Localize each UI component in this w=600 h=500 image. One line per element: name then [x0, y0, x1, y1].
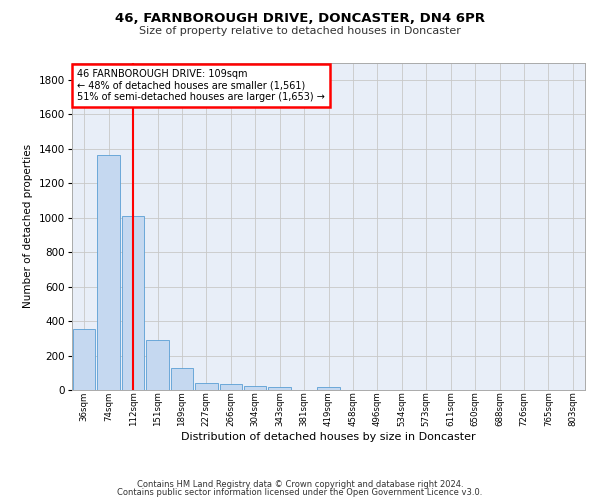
Bar: [73, 329, 95, 390]
Text: Contains public sector information licensed under the Open Government Licence v3: Contains public sector information licen…: [118, 488, 482, 497]
Bar: [122, 216, 145, 390]
Text: Size of property relative to detached houses in Doncaster: Size of property relative to detached ho…: [139, 26, 461, 36]
Bar: [244, 386, 266, 390]
Y-axis label: Number of detached properties: Number of detached properties: [23, 144, 33, 308]
Bar: [146, 340, 169, 390]
Bar: [268, 386, 291, 390]
X-axis label: Distribution of detached houses by size in Doncaster: Distribution of detached houses by size …: [181, 432, 476, 442]
Bar: [317, 386, 340, 390]
Bar: [97, 154, 120, 390]
Text: 46 FARNBOROUGH DRIVE: 109sqm
← 48% of detached houses are smaller (1,561)
51% of: 46 FARNBOROUGH DRIVE: 109sqm ← 48% of de…: [77, 69, 325, 102]
Text: Contains HM Land Registry data © Crown copyright and database right 2024.: Contains HM Land Registry data © Crown c…: [137, 480, 463, 489]
Bar: [170, 368, 193, 390]
Text: 46, FARNBOROUGH DRIVE, DONCASTER, DN4 6PR: 46, FARNBOROUGH DRIVE, DONCASTER, DN4 6P…: [115, 12, 485, 26]
Bar: [220, 384, 242, 390]
Bar: [195, 383, 218, 390]
